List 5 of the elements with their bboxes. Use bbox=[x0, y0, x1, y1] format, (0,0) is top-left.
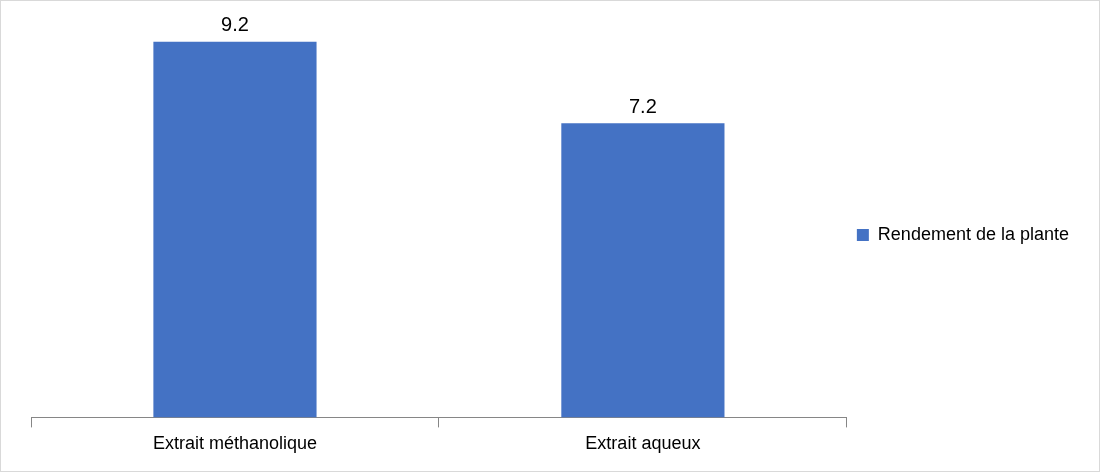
x-tick-label: Extrait aqueux bbox=[585, 433, 701, 454]
legend-label: Rendement de la plante bbox=[877, 223, 1069, 244]
x-tick-label: Extrait méthanolique bbox=[152, 433, 318, 454]
data-label: 9.2 bbox=[221, 13, 249, 36]
data-label: 7.2 bbox=[628, 94, 657, 117]
